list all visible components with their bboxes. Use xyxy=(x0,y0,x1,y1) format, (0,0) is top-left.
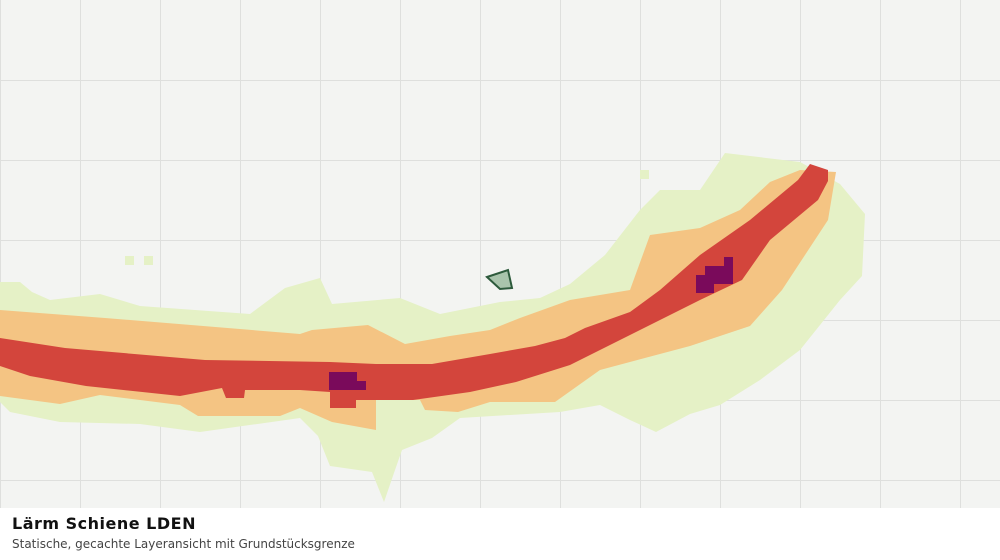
noise-zone-high xyxy=(0,164,828,408)
parcel-boundary xyxy=(485,268,514,291)
noise-patch xyxy=(125,256,134,265)
noise-zone-very-high xyxy=(329,372,366,390)
map xyxy=(0,0,1000,508)
noise-patch xyxy=(640,170,649,179)
caption: Lärm Schiene LDEN Statische, gecachte La… xyxy=(0,508,1000,560)
noise-zone-very-high xyxy=(696,257,733,293)
caption-subtitle: Statische, gecachte Layeransicht mit Gru… xyxy=(12,537,355,551)
caption-title: Lärm Schiene LDEN xyxy=(12,514,196,533)
noise-patch xyxy=(144,256,153,265)
